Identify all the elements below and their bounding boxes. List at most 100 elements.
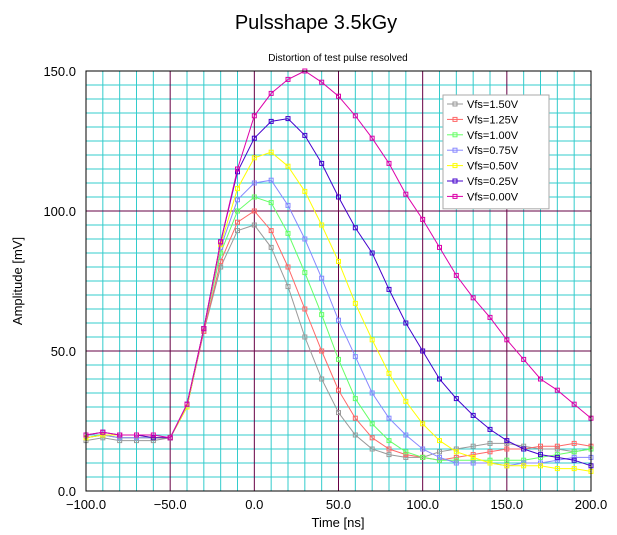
x-tick-label: −50.0 [154, 497, 187, 512]
data-point [117, 432, 123, 438]
data-point [538, 452, 543, 458]
data-point [285, 163, 291, 169]
legend-box [442, 94, 550, 210]
data-point [554, 446, 560, 452]
data-point [487, 426, 493, 432]
data-point [571, 454, 577, 460]
data-point [521, 443, 527, 449]
data-point [470, 452, 476, 458]
data-point [268, 244, 274, 250]
data-point [336, 93, 341, 99]
data-point [251, 135, 257, 141]
data-point [369, 250, 375, 256]
data-point [251, 222, 257, 228]
data-point [386, 446, 392, 452]
data-point [453, 460, 459, 466]
chart-legend: Vfs=1.50V Vfs=1.25V Vfs=1.00V Vfs=0.75V Vfs=… [442, 94, 550, 210]
x-tick-label: 200.0 [575, 497, 608, 512]
data-point [352, 354, 358, 360]
data-point [369, 421, 375, 427]
x-axis-label: Time [ns] [312, 515, 365, 530]
data-point [134, 432, 139, 438]
data-point [235, 219, 240, 225]
legend-label: Vfs=1.00V [467, 130, 519, 142]
data-point [453, 446, 459, 452]
data-point [268, 149, 274, 155]
data-point [470, 443, 476, 449]
data-point [554, 443, 560, 449]
data-point [134, 435, 139, 441]
legend-swatch-marker [452, 101, 458, 107]
data-point [403, 432, 409, 438]
legend-item: Vfs=1.00V [447, 130, 519, 142]
data-point [420, 348, 426, 354]
legend-swatch-marker [452, 116, 458, 122]
data-point [403, 454, 409, 460]
data-point [100, 432, 106, 438]
data-point [319, 160, 325, 166]
data-point [302, 236, 308, 242]
data-point [571, 466, 577, 472]
data-point [285, 116, 291, 122]
data-point [150, 432, 156, 438]
x-tick-label: 50.0 [326, 497, 351, 512]
data-point [386, 438, 392, 444]
data-point [437, 449, 442, 455]
data-point [403, 449, 409, 455]
data-point [437, 457, 442, 463]
data-point [437, 438, 442, 444]
data-point [268, 177, 274, 183]
x-tick-label: 0.0 [245, 497, 263, 512]
legend-swatch-marker [452, 132, 458, 138]
data-point [251, 180, 257, 186]
data-point [487, 460, 493, 466]
data-point [521, 356, 527, 362]
data-point [336, 356, 341, 362]
data-point [235, 166, 240, 172]
data-point [235, 186, 240, 192]
data-point [251, 194, 257, 200]
data-point [504, 438, 510, 444]
data-point [487, 440, 493, 446]
data-point [504, 440, 510, 446]
legend-swatch-marker [452, 163, 458, 169]
data-point [403, 398, 409, 404]
x-tick-label: 100.0 [406, 497, 439, 512]
data-point [538, 460, 543, 466]
data-point [336, 194, 341, 200]
plot-lines [83, 68, 594, 474]
data-point [470, 412, 476, 418]
data-point [302, 334, 308, 340]
data-point [336, 410, 341, 416]
y-tick-label: 50.0 [51, 344, 76, 359]
data-point [285, 230, 291, 236]
legend-item: Vfs=1.25V [447, 114, 519, 126]
y-tick-label: 150.0 [43, 64, 76, 79]
data-point [352, 300, 358, 306]
legend-label: Vfs=0.00V [467, 191, 519, 203]
legend-label: Vfs=1.50V [467, 99, 519, 111]
data-point [386, 286, 392, 292]
data-point [453, 454, 459, 460]
data-point [100, 429, 106, 435]
data-point [319, 79, 325, 85]
data-point [100, 435, 106, 441]
x-tick-label: −100.0 [66, 497, 106, 512]
data-point [571, 457, 577, 463]
data-point [487, 314, 493, 320]
data-point [369, 446, 375, 452]
legend-label: Vfs=0.75V [467, 145, 519, 157]
data-point [554, 466, 560, 472]
data-point [285, 76, 291, 82]
data-point [352, 432, 358, 438]
chart-title: Pulsshape 3.5kGy [235, 12, 397, 34]
data-point [336, 258, 341, 264]
data-point [521, 460, 527, 466]
data-point [403, 191, 409, 197]
data-point [420, 446, 426, 452]
data-point [470, 460, 476, 466]
data-point [302, 270, 308, 276]
data-point [554, 387, 560, 393]
data-point [319, 312, 325, 318]
